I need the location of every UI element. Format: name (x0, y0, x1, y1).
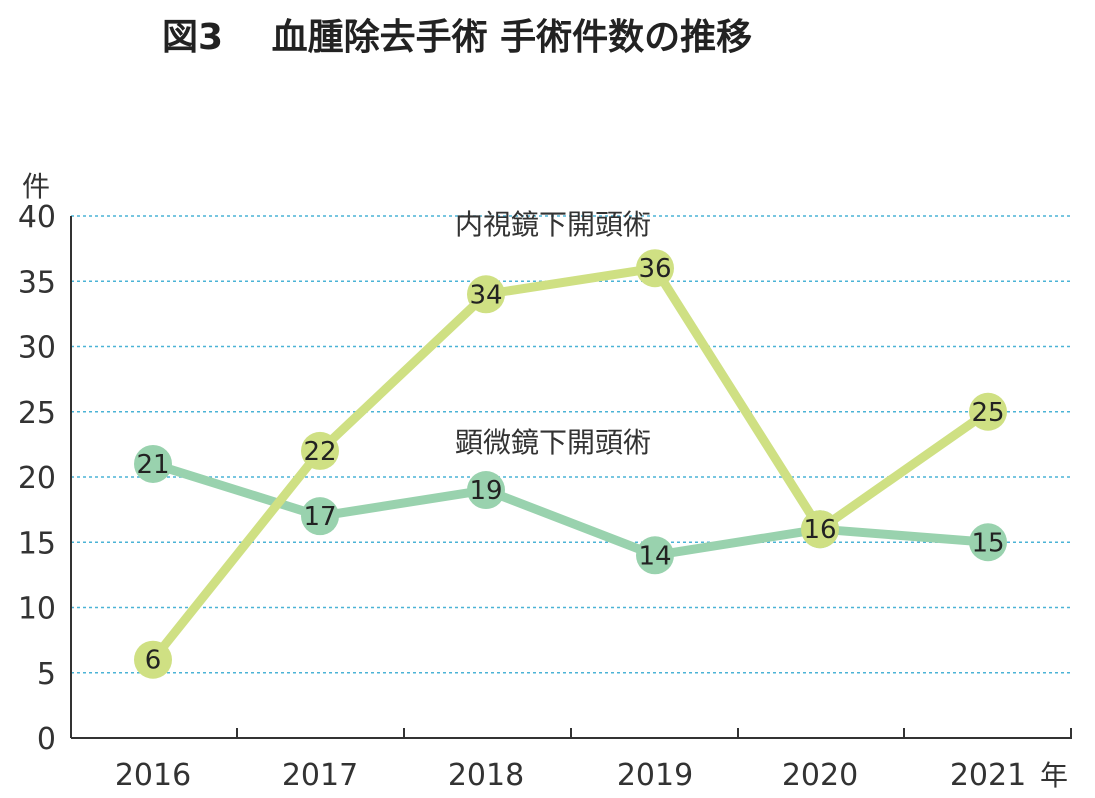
data-point-s1-2019 (636, 536, 674, 575)
series-line-0 (148, 263, 993, 665)
series-points: 21171914161562234361625 (134, 249, 1007, 679)
y-tick-label-15: 15 (18, 526, 56, 561)
x-tick-label-2021: 2021 (950, 758, 1026, 793)
data-point-s1-2016 (134, 444, 172, 483)
data-point-s0-2017 (301, 431, 339, 470)
chart-title: 図3 血腫除去手術 手術件数の推移 (162, 17, 753, 58)
y-tick-label-25: 25 (18, 396, 56, 431)
data-point-s0-2018 (467, 275, 505, 314)
x-tick-label-2016: 2016 (115, 758, 191, 793)
data-label-s0-2016: 6 (145, 646, 162, 676)
data-label-s0-2020: 16 (803, 515, 836, 545)
data-label-s1-2018: 19 (469, 476, 502, 506)
data-label-s0-2018: 34 (469, 280, 502, 310)
x-tick-label-2020: 2020 (782, 758, 858, 793)
x-tick-label-2018: 2018 (448, 758, 524, 793)
data-label-s1-2019: 14 (638, 541, 671, 571)
series-label-microscopic: 顕微鏡下開頭術 (455, 426, 651, 459)
x-axis-unit-label: 年 (1040, 759, 1068, 792)
data-point-s0-2016 (134, 640, 172, 679)
data-label-s1-2021: 15 (971, 528, 1004, 558)
y-tick-label-30: 30 (18, 331, 56, 366)
data-point-s1-2017 (301, 497, 339, 536)
data-label-s0-2019: 36 (638, 254, 671, 284)
data-point-s0-2019 (636, 249, 674, 288)
y-tick-label-40: 40 (18, 200, 56, 235)
y-tick-label-10: 10 (18, 592, 56, 627)
y-tick-label-0: 0 (37, 722, 56, 757)
series-line-1 (148, 459, 993, 560)
y-tick-label-35: 35 (18, 265, 56, 300)
data-point-s1-2021 (969, 523, 1007, 562)
data-label-s1-2016: 21 (136, 450, 169, 480)
data-point-s1-2018 (467, 471, 505, 510)
y-tick-label-5: 5 (37, 657, 56, 692)
series-lines (148, 263, 993, 665)
x-tick-label-2017: 2017 (282, 758, 358, 793)
data-point-s0-2020 (801, 510, 839, 549)
data-label-s1-2017: 17 (303, 502, 336, 532)
x-tick-label-2019: 2019 (617, 758, 693, 793)
series-label-endoscopic: 内視鏡下開頭術 (455, 208, 651, 241)
axes (70, 216, 1072, 739)
data-point-s0-2021 (969, 392, 1007, 431)
data-label-s0-2017: 22 (303, 437, 336, 467)
x-tick-labels: 2016 2017 2018 2019 2020 2021 (115, 758, 1026, 793)
y-axis-unit-label: 件 (22, 170, 50, 203)
y-tick-labels: 0 5 10 15 20 25 30 35 40 (18, 200, 56, 757)
data-label-s0-2021: 25 (971, 398, 1004, 428)
y-tick-label-20: 20 (18, 461, 56, 496)
